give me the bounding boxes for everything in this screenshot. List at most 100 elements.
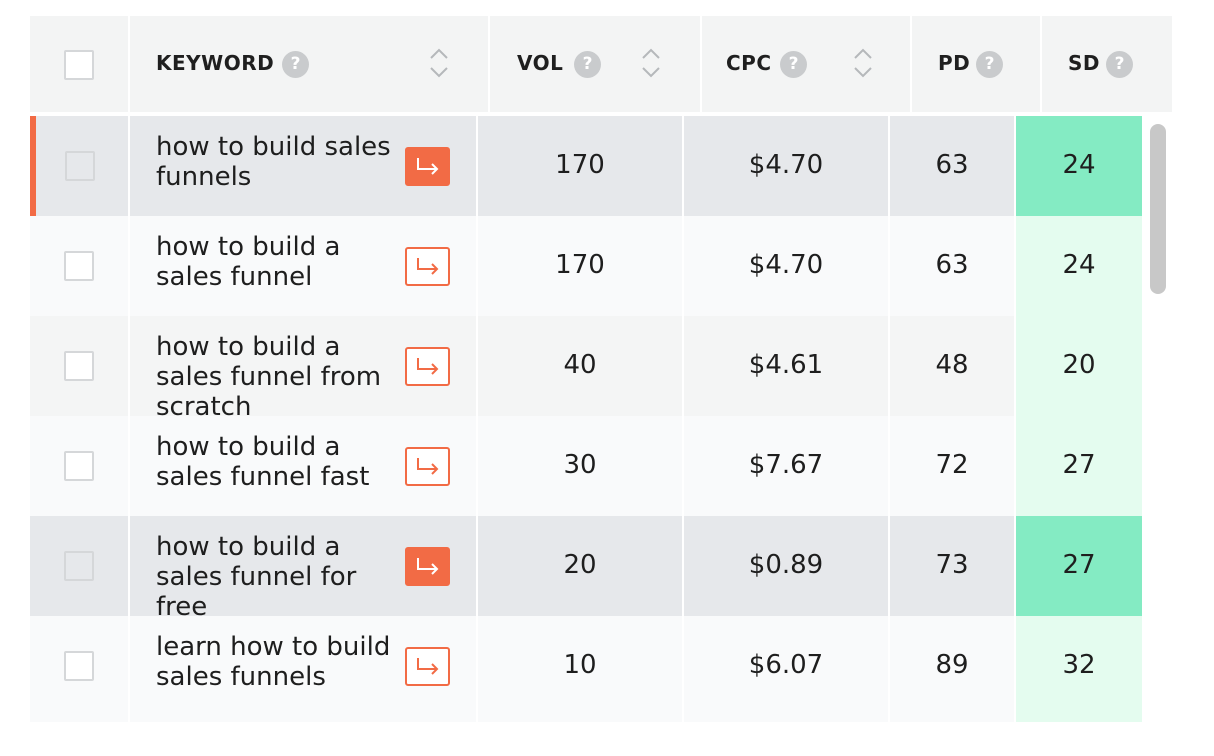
open-keyword-arrow-icon[interactable] bbox=[405, 547, 450, 586]
cpc-value: $7.67 bbox=[748, 450, 824, 480]
vol-help-icon[interactable]: ? bbox=[574, 51, 601, 78]
row-select-cell bbox=[30, 616, 130, 716]
sd-help-icon[interactable]: ? bbox=[1106, 51, 1133, 78]
sd-cell bbox=[1016, 716, 1142, 722]
table-row[interactable]: how to build a sales funnel for free 20 … bbox=[30, 516, 1172, 622]
cpc-cell bbox=[684, 616, 890, 716]
table-row[interactable]: how to build a sales funnel fast 30 $7.6… bbox=[30, 416, 1172, 516]
row-checkbox[interactable] bbox=[64, 351, 94, 381]
row-checkbox[interactable] bbox=[65, 151, 95, 181]
row-active-indicator bbox=[30, 116, 36, 216]
vol-cell bbox=[478, 616, 684, 716]
sd-value: 27 bbox=[1062, 550, 1096, 580]
cpc-value: $0.89 bbox=[748, 550, 824, 580]
vol-value: 10 bbox=[563, 650, 597, 680]
table-row[interactable]: learn how to build sales funnels 10 $6.0… bbox=[30, 616, 1172, 716]
pd-help-icon[interactable]: ? bbox=[976, 51, 1003, 78]
table-row[interactable]: how to build a sales funnel from scratch… bbox=[30, 316, 1172, 422]
vol-sort-icon[interactable] bbox=[640, 46, 662, 80]
pd-value: 48 bbox=[935, 350, 969, 380]
pd-cell bbox=[890, 516, 1016, 616]
row-select-cell bbox=[30, 716, 130, 722]
pd-cell bbox=[890, 416, 1016, 516]
pd-value: 73 bbox=[935, 550, 969, 580]
keyword-cell bbox=[130, 516, 478, 616]
pd-cell bbox=[890, 616, 1016, 716]
open-keyword-arrow-icon[interactable] bbox=[405, 347, 450, 386]
row-checkbox[interactable] bbox=[64, 651, 94, 681]
vol-value: 40 bbox=[563, 350, 597, 380]
row-select-cell bbox=[30, 216, 130, 316]
scrollbar-thumb[interactable] bbox=[1150, 124, 1166, 294]
keyword-help-icon[interactable]: ? bbox=[282, 51, 309, 78]
sd-cell bbox=[1016, 616, 1142, 716]
table-row[interactable]: how to build sales funnels 170 $4.70 63 … bbox=[30, 116, 1172, 216]
cpc-value: $4.70 bbox=[748, 150, 824, 180]
sd-value: 27 bbox=[1062, 450, 1096, 480]
header-cpc[interactable]: CPC ? bbox=[702, 16, 912, 112]
keyword-cell bbox=[130, 216, 478, 316]
cpc-cell bbox=[684, 416, 890, 516]
sd-cell bbox=[1016, 316, 1142, 416]
keyword-text[interactable]: how to build a sales funnel for free bbox=[156, 532, 357, 622]
keyword-text[interactable]: learn how to build sales funnels bbox=[156, 632, 391, 692]
sd-value: 32 bbox=[1062, 650, 1096, 680]
pd-header-label: PD bbox=[938, 51, 971, 75]
pd-cell bbox=[890, 216, 1016, 316]
keyword-text[interactable]: how to build a sales funnel from scratch bbox=[156, 332, 382, 422]
row-select-cell bbox=[30, 116, 130, 216]
keyword-sort-icon[interactable] bbox=[428, 46, 450, 80]
vol-value: 170 bbox=[555, 250, 605, 280]
vol-cell bbox=[478, 416, 684, 516]
vol-cell bbox=[478, 716, 684, 722]
vol-value: 20 bbox=[563, 550, 597, 580]
header-sd[interactable]: SD ? bbox=[1042, 16, 1172, 112]
keyword-cell bbox=[130, 716, 478, 722]
cpc-value: $4.70 bbox=[748, 250, 824, 280]
cpc-cell bbox=[684, 216, 890, 316]
pd-cell bbox=[890, 116, 1016, 216]
keyword-text[interactable]: how to build a sales funnel fast bbox=[156, 432, 370, 492]
cpc-sort-icon[interactable] bbox=[852, 46, 874, 80]
cpc-value: $6.07 bbox=[748, 650, 824, 680]
keyword-table: KEYWORD ? VOL ? CPC ? PD ? SD ? bbox=[30, 16, 1172, 722]
pd-value: 89 bbox=[935, 650, 969, 680]
sd-header-label: SD bbox=[1068, 51, 1101, 75]
cpc-cell bbox=[684, 716, 890, 722]
header-select-cell bbox=[30, 16, 130, 112]
table-row[interactable]: how to build a sales funnel 170 $4.70 63… bbox=[30, 216, 1172, 316]
open-keyword-arrow-icon[interactable] bbox=[405, 647, 450, 686]
cpc-cell bbox=[684, 316, 890, 416]
vol-value: 170 bbox=[555, 150, 605, 180]
row-checkbox[interactable] bbox=[64, 551, 94, 581]
vol-cell bbox=[478, 116, 684, 216]
open-keyword-arrow-icon[interactable] bbox=[405, 447, 450, 486]
row-checkbox[interactable] bbox=[64, 251, 94, 281]
keyword-cell bbox=[130, 316, 478, 416]
keyword-header-label: KEYWORD bbox=[156, 51, 275, 75]
table-row-partial bbox=[30, 716, 1172, 722]
header-keyword[interactable]: KEYWORD ? bbox=[130, 16, 490, 112]
keyword-cell bbox=[130, 116, 478, 216]
select-all-checkbox[interactable] bbox=[64, 50, 94, 80]
cpc-help-icon[interactable]: ? bbox=[780, 51, 807, 78]
keyword-text[interactable]: how to build sales funnels bbox=[156, 132, 391, 192]
cpc-value: $4.61 bbox=[748, 350, 824, 380]
row-checkbox[interactable] bbox=[64, 451, 94, 481]
sd-cell bbox=[1016, 516, 1142, 616]
vol-cell bbox=[478, 516, 684, 616]
pd-value: 63 bbox=[935, 250, 969, 280]
open-keyword-arrow-icon[interactable] bbox=[405, 247, 450, 286]
sd-cell bbox=[1016, 116, 1142, 216]
keyword-text[interactable]: how to build a sales funnel bbox=[156, 232, 341, 292]
header-vol[interactable]: VOL ? bbox=[490, 16, 702, 112]
pd-cell bbox=[890, 316, 1016, 416]
sd-cell bbox=[1016, 216, 1142, 316]
header-pd[interactable]: PD ? bbox=[912, 16, 1042, 112]
vol-value: 30 bbox=[563, 450, 597, 480]
open-keyword-arrow-icon[interactable] bbox=[405, 147, 450, 186]
row-select-cell bbox=[30, 316, 130, 416]
vol-cell bbox=[478, 216, 684, 316]
cpc-cell bbox=[684, 116, 890, 216]
sd-value: 24 bbox=[1062, 150, 1096, 180]
